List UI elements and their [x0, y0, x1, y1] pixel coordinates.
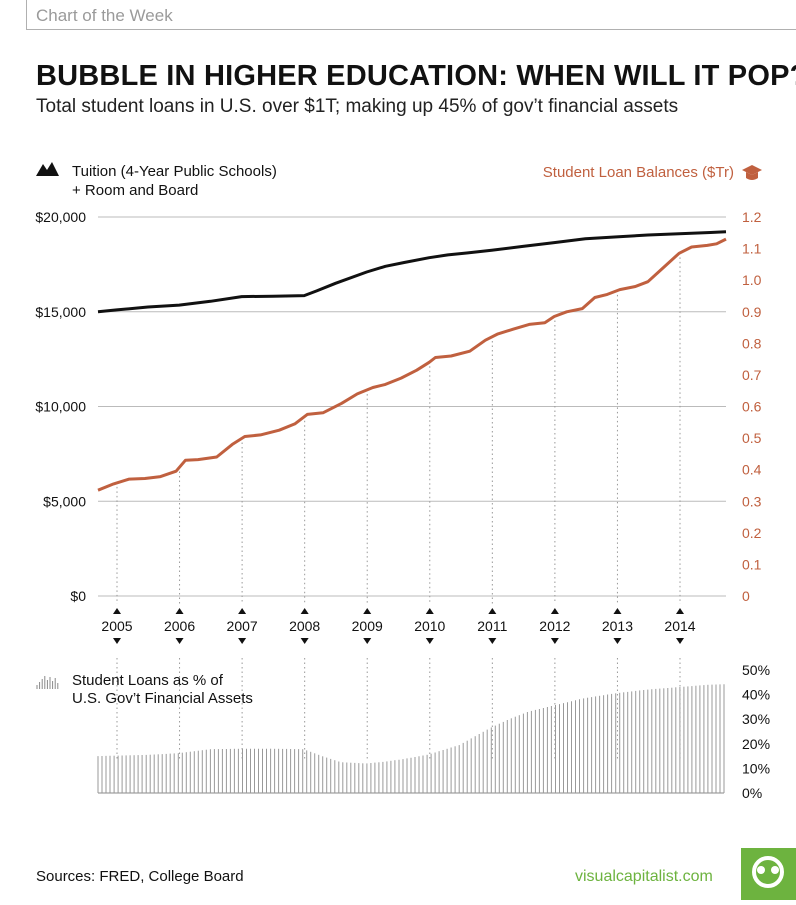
mountain-icon	[36, 162, 59, 176]
year-marker-down	[676, 638, 684, 644]
right-axis-tick-label: 0.2	[742, 525, 762, 541]
year-label: 2013	[602, 618, 633, 634]
pct-axis-tick-label: 50%	[742, 662, 770, 678]
year-label: 2009	[352, 618, 383, 634]
left-axis-tick-label: $10,000	[35, 399, 86, 415]
pct-axis-tick-label: 10%	[742, 760, 770, 776]
year-marker-up	[488, 608, 497, 614]
year-marker-down	[113, 638, 121, 644]
right-axis-tick-label: 1.0	[742, 272, 762, 288]
year-label: 2014	[664, 618, 695, 634]
year-marker-down	[300, 638, 309, 644]
year-label: 2007	[227, 618, 258, 634]
left-axis-tick-label: $15,000	[35, 304, 86, 320]
year-marker-down	[488, 638, 497, 644]
header-label: Chart of the Week	[36, 6, 173, 25]
tuition-legend-line2: + Room and Board	[72, 182, 199, 199]
graduation-cap-icon	[742, 165, 762, 180]
right-axis-tick-label: 0.9	[742, 304, 762, 320]
year-marker-up	[363, 608, 372, 614]
pct-axis-tick-label: 0%	[742, 785, 762, 801]
loan-balance-series-line	[97, 237, 727, 492]
year-label: 2006	[164, 618, 195, 634]
right-axis-tick-label: 0.3	[742, 493, 762, 509]
left-axis-tick-label: $0	[70, 588, 86, 604]
page-title: BUBBLE IN HIGHER EDUCATION: WHEN WILL IT…	[36, 60, 796, 92]
year-marker-down	[550, 638, 559, 644]
year-label: 2011	[477, 618, 507, 634]
brand-link[interactable]: visualcapitalist.com	[575, 868, 713, 885]
pct-legend: Student Loans as % of U.S. Gov’t Financi…	[72, 672, 253, 708]
right-axis-tick-label: 0.8	[742, 335, 762, 351]
year-marker-down	[613, 638, 622, 644]
tuition-legend-line1: Tuition (4-Year Public Schools)	[72, 163, 277, 180]
right-axis-tick-label: 1.1	[742, 241, 762, 257]
year-marker-up	[676, 608, 684, 614]
visual-capitalist-logo-icon	[741, 848, 796, 900]
right-axis-tick-label: 0.6	[742, 399, 762, 415]
year-marker-down	[238, 638, 247, 644]
header-divider-vertical	[26, 0, 27, 30]
header-divider	[26, 29, 796, 30]
right-axis-tick-label: 0.7	[742, 367, 762, 383]
left-axis-tick-label: $5,000	[43, 493, 86, 509]
loan-legend: Student Loan Balances ($Tr)	[542, 164, 734, 181]
right-axis-tick-label: 0.1	[742, 556, 762, 572]
year-marker-up	[300, 608, 309, 614]
pct-axis-tick-label: 40%	[742, 687, 770, 703]
pct-legend-line2: U.S. Gov’t Financial Assets	[72, 690, 253, 707]
tuition-legend: Tuition (4-Year Public Schools) + Room a…	[72, 162, 277, 200]
year-label: 2012	[539, 618, 570, 634]
year-marker-up	[238, 608, 247, 614]
pct-axis-tick-label: 30%	[742, 711, 770, 727]
year-label: 2005	[101, 618, 132, 634]
year-marker-up	[175, 608, 184, 614]
right-axis-tick-label: 0.5	[742, 430, 762, 446]
page-subtitle: Total student loans in U.S. over $1T; ma…	[36, 96, 679, 117]
pct-axis-tick-label: 20%	[742, 736, 770, 752]
year-label: 2010	[414, 618, 445, 634]
year-label: 2008	[289, 618, 320, 634]
sources-note: Sources: FRED, College Board	[36, 868, 244, 885]
year-marker-down	[425, 638, 434, 644]
mini-bars-icon	[36, 676, 59, 689]
tuition-series-line	[97, 230, 727, 314]
left-axis-tick-label: $20,000	[35, 209, 86, 225]
pct-legend-line1: Student Loans as % of	[72, 672, 223, 689]
right-axis-tick-label: 0	[742, 588, 750, 604]
right-axis-tick-label: 1.2	[742, 209, 762, 225]
year-marker-up	[613, 608, 622, 614]
right-axis-tick-label: 0.4	[742, 462, 762, 478]
year-marker-up	[425, 608, 434, 614]
year-marker-up	[550, 608, 559, 614]
year-marker-down	[175, 638, 184, 644]
year-marker-down	[363, 638, 372, 644]
year-marker-up	[113, 608, 121, 614]
